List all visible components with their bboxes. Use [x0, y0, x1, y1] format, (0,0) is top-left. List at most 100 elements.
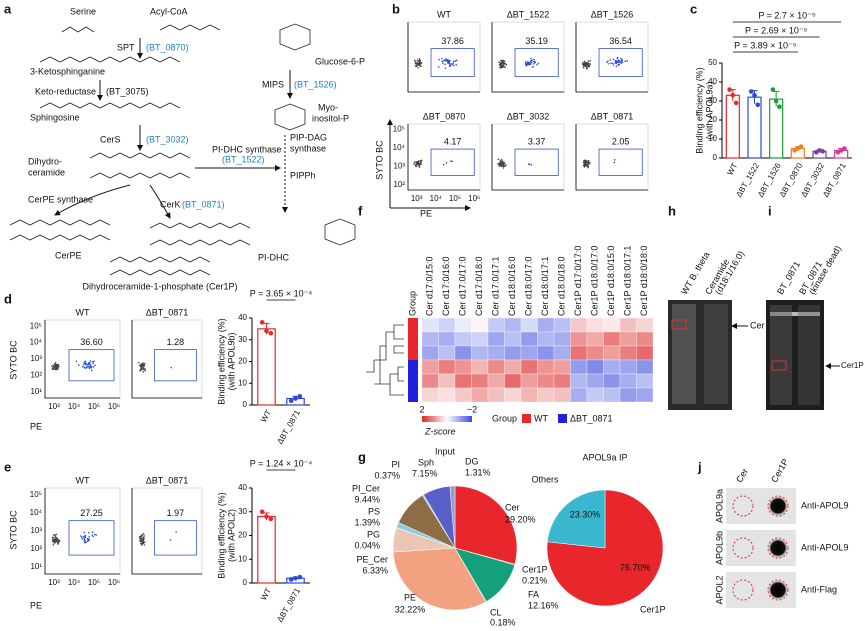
event-dot [141, 538, 143, 541]
heatmap-cell [504, 387, 522, 403]
plot-frame [407, 21, 481, 93]
event-dot [501, 61, 504, 63]
event-dot [419, 64, 421, 66]
gate [598, 48, 643, 77]
event-dot [536, 63, 538, 66]
event-dot [502, 167, 505, 169]
heatmap-cell [454, 387, 472, 403]
column-label: Cer d17:0/15:0 [425, 256, 435, 316]
event-dot [442, 163, 445, 166]
event-dot [80, 535, 82, 537]
spot-outline [767, 495, 789, 517]
column-label: Cer d18:0/16:0 [507, 256, 517, 316]
label: synthase [290, 143, 326, 153]
event-dot [607, 60, 609, 63]
x-tick-label: 10⁴ [68, 578, 81, 587]
heatmap-cell [520, 373, 538, 389]
plot-title: WT [76, 475, 90, 485]
ring [279, 23, 311, 51]
replicate-point [730, 93, 736, 98]
label: Keto-reductase [35, 86, 96, 96]
event-dot [612, 62, 614, 65]
event-dot [90, 366, 92, 369]
slice-name: Cer1P [640, 604, 666, 614]
panel-letter: g [358, 449, 366, 464]
event-dot [584, 163, 586, 165]
slice-name: PS [368, 506, 380, 516]
event-dot [140, 535, 143, 537]
event-dot [88, 539, 90, 541]
event-dot [54, 361, 57, 364]
antibody-label: Anti-APOL9 [801, 500, 849, 510]
heatmap-cell [504, 317, 522, 333]
event-dot [418, 57, 421, 60]
event-dot [447, 62, 449, 64]
event-dot [586, 62, 589, 65]
event-dot [530, 61, 533, 64]
event-dot [534, 61, 536, 63]
plot-frame [575, 123, 649, 191]
event-dot [608, 62, 610, 65]
event-dot [55, 533, 58, 536]
label: 3-Ketosphinganine [30, 66, 105, 76]
group-cell [408, 346, 418, 360]
event-dot [86, 538, 89, 540]
event-dot [54, 364, 56, 366]
heatmap-cell [636, 373, 654, 389]
heatmap-cell [537, 331, 555, 347]
event-dot [139, 539, 142, 542]
heatmap-cell [570, 345, 588, 361]
plot-frame [575, 21, 649, 93]
label: CerS [100, 134, 121, 144]
event-dot [497, 163, 499, 165]
label: (BT_1526) [294, 79, 337, 89]
heatmap-cell [487, 373, 505, 389]
heatmap-cell [504, 331, 522, 347]
gate [430, 148, 475, 176]
heatmap-cell [471, 317, 489, 333]
replicate-point [259, 509, 265, 515]
event-dot [533, 58, 535, 61]
label: (BT_1522) [222, 154, 265, 164]
event-dot [137, 361, 140, 364]
event-dot [85, 541, 88, 543]
heatmap-cell [586, 373, 604, 389]
heatmap-cell [570, 373, 588, 389]
label: PIPPh [290, 170, 316, 180]
column-label: Cer d18:0/17:1 [540, 256, 550, 316]
slice-name: DG [465, 456, 479, 466]
molecule [9, 234, 111, 241]
event-dot [612, 58, 615, 61]
event-dot [414, 61, 417, 63]
panel-letter: a [4, 1, 12, 16]
gate [153, 520, 197, 556]
event-dot [140, 544, 143, 546]
p-value: P = 3.89 × 10⁻⁵ [734, 40, 797, 50]
heatmap-cell [537, 317, 555, 333]
slice-value: 0.21% [522, 575, 548, 585]
event-dot [414, 62, 417, 65]
heatmap-cell [520, 387, 538, 403]
panel-letter: j [697, 459, 702, 474]
heatmap-cell [636, 331, 654, 347]
heatmap-cell [438, 331, 456, 347]
p-value: P = 1.24 × 10⁻⁴ [250, 458, 313, 468]
y-tick-label: 10² [393, 180, 405, 189]
gate [430, 48, 475, 77]
event-dot [499, 164, 502, 167]
event-dot [537, 62, 540, 65]
event-dot [144, 362, 146, 365]
slice-value: 32.22% [395, 604, 426, 614]
pie-slice [454, 485, 518, 565]
event-dot [450, 160, 452, 163]
event-dot [525, 62, 528, 65]
y-tick-label: 10⁵ [30, 490, 42, 499]
slice-value: 76.70% [620, 562, 651, 572]
label: inositol-P [312, 113, 349, 123]
event-dot [587, 60, 590, 62]
spot-outline [732, 579, 754, 601]
replicate-point [293, 575, 298, 581]
heatmap-cell [570, 387, 588, 403]
y-tick-label: 10² [30, 370, 42, 379]
event-dot [142, 542, 145, 545]
